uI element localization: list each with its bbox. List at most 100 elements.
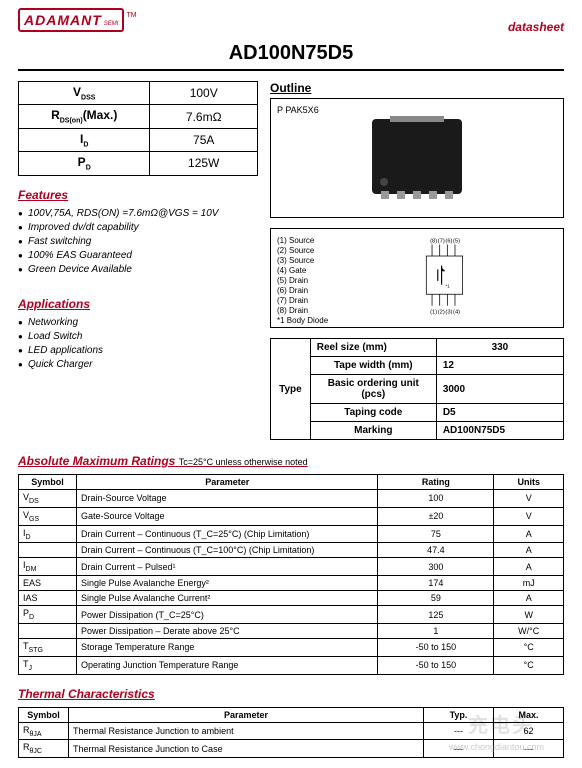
- spec-value: 125W: [150, 152, 258, 175]
- type-label: Taping code: [310, 404, 436, 422]
- ratings-header: Units: [494, 475, 564, 490]
- feature-item: 100V,75A, RDS(ON) =7.6mΩ@VGS = 10V: [18, 208, 258, 219]
- applications-title: Applications: [18, 297, 258, 311]
- spec-value: 100V: [150, 82, 258, 105]
- rating-symbol: IDM: [19, 558, 77, 576]
- spec-param: VDSS: [19, 82, 150, 105]
- spec-value: 7.6mΩ: [150, 105, 258, 128]
- part-number: AD100N75D5: [229, 42, 354, 64]
- rating-units: °C: [494, 656, 564, 674]
- rating-value: 125: [378, 606, 494, 624]
- svg-text:(2): (2): [438, 309, 445, 315]
- rating-param: Power Dissipation – Derate above 25°C: [76, 623, 377, 638]
- feature-item: Fast switching: [18, 236, 258, 247]
- type-value: AD100N75D5: [436, 422, 563, 440]
- rating-units: A: [494, 525, 564, 543]
- type-label: Basic ordering unit (pcs): [310, 375, 436, 404]
- package-label: P PAK5X6: [277, 105, 557, 115]
- pinout-diagram: (8)(7)(6)(5) *1 (1)(2)(3)(4): [334, 235, 557, 321]
- thermal-symbol: RθJC: [19, 740, 69, 758]
- pin-label: (1) Source: [277, 236, 328, 245]
- rating-param: Drain Current – Pulsed¹: [76, 558, 377, 576]
- chip-outline: [372, 119, 462, 194]
- svg-text:(6): (6): [446, 239, 453, 245]
- pin-label: (6) Drain: [277, 286, 328, 295]
- rating-units: W: [494, 606, 564, 624]
- application-item: Networking: [18, 317, 258, 328]
- rating-param: Power Dissipation (T_C=25°C): [76, 606, 377, 624]
- svg-text:(4): (4): [453, 309, 460, 315]
- rating-value: 75: [378, 525, 494, 543]
- thermal-header: Parameter: [69, 707, 424, 722]
- rating-symbol: VDS: [19, 490, 77, 508]
- rating-value: 300: [378, 558, 494, 576]
- pin-label: (5) Drain: [277, 276, 328, 285]
- rating-units: °C: [494, 638, 564, 656]
- rating-units: W/°C: [494, 623, 564, 638]
- rating-symbol: IAS: [19, 591, 77, 606]
- rating-units: V: [494, 490, 564, 508]
- rating-symbol: ID: [19, 525, 77, 543]
- applications-list: NetworkingLoad SwitchLED applicationsQui…: [18, 317, 258, 370]
- thermal-param: Thermal Resistance Junction to ambient: [69, 722, 424, 740]
- pin-label: (7) Drain: [277, 296, 328, 305]
- type-value: 3000: [436, 375, 563, 404]
- rating-value: -50 to 150: [378, 638, 494, 656]
- features-list: 100V,75A, RDS(ON) =7.6mΩ@VGS = 10VImprov…: [18, 208, 258, 275]
- ratings-header: Parameter: [76, 475, 377, 490]
- rating-param: Drain-Source Voltage: [76, 490, 377, 508]
- rating-value: 100: [378, 490, 494, 508]
- svg-text:(3): (3): [446, 309, 453, 315]
- type-value: 12: [436, 357, 563, 375]
- logo: ADAMANTSEMI TM: [18, 8, 135, 32]
- logo-tm: TM: [126, 12, 136, 19]
- svg-text:(8): (8): [430, 239, 437, 245]
- pin-label: *1 Body Diode: [277, 316, 328, 325]
- rating-units: A: [494, 543, 564, 558]
- application-item: Quick Charger: [18, 359, 258, 370]
- rating-value: 59: [378, 591, 494, 606]
- thermal-header: Max.: [494, 707, 564, 722]
- rating-symbol: EAS: [19, 576, 77, 591]
- spec-param: RDS(on)(Max.): [19, 105, 150, 128]
- feature-item: Green Device Available: [18, 264, 258, 275]
- rating-units: A: [494, 558, 564, 576]
- thermal-max: 62: [494, 722, 564, 740]
- thermal-max: ---: [494, 740, 564, 758]
- type-header: Type: [271, 339, 311, 440]
- thermal-typ: ---: [424, 740, 494, 758]
- rating-symbol: [19, 623, 77, 638]
- pin-label: (8) Drain: [277, 306, 328, 315]
- rating-param: Gate-Source Voltage: [76, 507, 377, 525]
- type-value: D5: [436, 404, 563, 422]
- rating-symbol: PD: [19, 606, 77, 624]
- divider: [18, 69, 564, 71]
- svg-text:(1): (1): [430, 309, 437, 315]
- rating-param: Drain Current – Continuous (T_C=25°C) (C…: [76, 525, 377, 543]
- rating-value: 174: [378, 576, 494, 591]
- rating-param: Storage Temperature Range: [76, 638, 377, 656]
- rating-symbol: TJ: [19, 656, 77, 674]
- application-item: LED applications: [18, 345, 258, 356]
- feature-item: 100% EAS Guaranteed: [18, 250, 258, 261]
- ratings-header: Rating: [378, 475, 494, 490]
- spec-param: ID: [19, 128, 150, 151]
- rating-param: Drain Current – Continuous (T_C=100°C) (…: [76, 543, 377, 558]
- svg-text:(7): (7): [438, 239, 445, 245]
- ratings-subtitle: Tc=25°C unless otherwise noted: [179, 457, 308, 467]
- pinout-box: (1) Source(2) Source(3) Source(4) Gate(5…: [270, 228, 564, 328]
- logo-sub: SEMI: [104, 21, 119, 27]
- thermal-header: Symbol: [19, 707, 69, 722]
- rating-value: 1: [378, 623, 494, 638]
- outline-box: P PAK5X6: [270, 98, 564, 218]
- rating-param: Single Pulse Avalanche Current²: [76, 591, 377, 606]
- pin-labels: (1) Source(2) Source(3) Source(4) Gate(5…: [277, 235, 328, 321]
- svg-text:(5): (5): [453, 239, 460, 245]
- ratings-table: SymbolParameterRatingUnits VDSDrain-Sour…: [18, 474, 564, 675]
- header: ADAMANTSEMI TM datasheet: [18, 8, 564, 32]
- features-title: Features: [18, 188, 258, 202]
- pin-label: (4) Gate: [277, 266, 328, 275]
- pin-label: (3) Source: [277, 256, 328, 265]
- rating-units: A: [494, 591, 564, 606]
- datasheet-label: datasheet: [508, 20, 564, 34]
